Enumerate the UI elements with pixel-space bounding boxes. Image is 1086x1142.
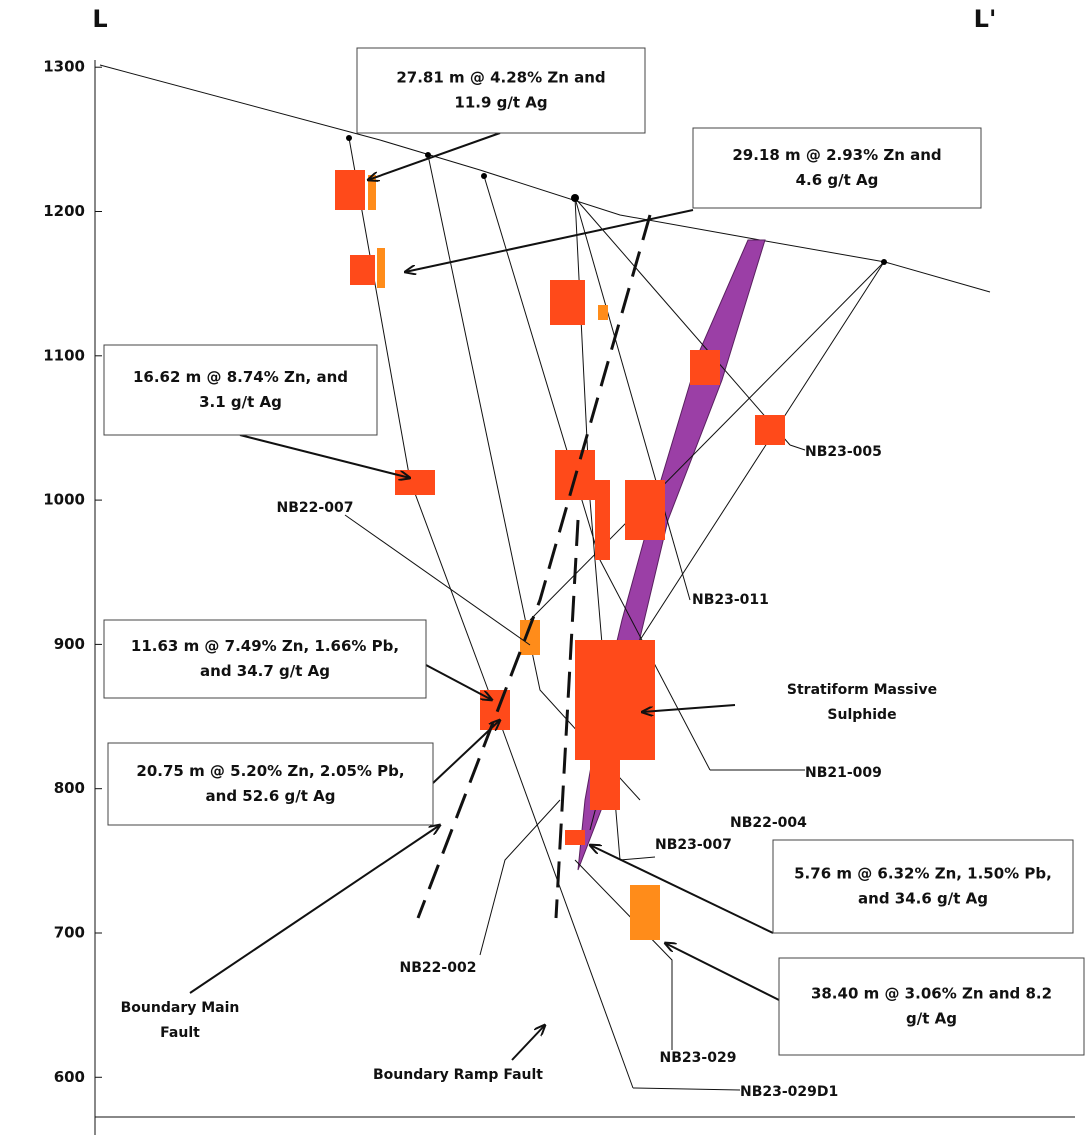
callout-text: 3.1 g/t Ag — [199, 393, 282, 411]
drill-holes — [346, 135, 887, 1089]
main-fault — [416, 214, 652, 919]
callout-box — [103, 619, 427, 699]
callout-box — [107, 742, 434, 826]
tick-label: 700 — [54, 923, 85, 941]
label: NB23-029 — [660, 1050, 737, 1066]
callout-text: 5.76 m @ 6.32% Zn, 1.50% Pb, — [794, 865, 1052, 883]
callout-text: 29.18 m @ 2.93% Zn and — [732, 146, 941, 164]
callout-text: 11.9 g/t Ag — [454, 94, 547, 112]
callout-text: 38.40 m @ 3.06% Zn and 8.2 — [811, 985, 1052, 1003]
callout-text: 27.81 m @ 4.28% Zn and — [396, 69, 605, 87]
label: Sulphide — [827, 707, 896, 723]
label: Stratiform Massive — [787, 682, 937, 698]
callout-text: and 34.6 g/t Ag — [858, 890, 988, 908]
tick-label: 600 — [54, 1068, 85, 1086]
tick-label: 1100 — [43, 346, 85, 364]
tick-label: 900 — [54, 635, 85, 653]
annotations: 27.81 m @ 4.28% Zn and 11.9 g/t Ag 29.18 m… — [103, 47, 1085, 1100]
elevation-axis: 1300 1200 1100 1000 900 800 700 600 — [43, 58, 102, 1086]
callout-box — [692, 127, 982, 209]
label: Boundary Main — [121, 1000, 240, 1016]
callout-box — [103, 344, 378, 436]
label: Fault — [160, 1025, 200, 1041]
section-right: L' — [974, 5, 997, 33]
label: NB23-011 — [692, 592, 769, 608]
label: NB22-004 — [730, 815, 807, 831]
label: NB23-029D1 — [740, 1084, 838, 1100]
callout-text: and 34.7 g/t Ag — [200, 662, 330, 680]
section-left: L — [92, 5, 107, 33]
callout-text: 4.6 g/t Ag — [796, 171, 879, 189]
tick-label: 1300 — [43, 58, 85, 76]
callout-text: and 52.6 g/t Ag — [206, 787, 336, 805]
label: NB23-007 — [655, 837, 732, 853]
tick-label: 800 — [54, 779, 85, 797]
label: NB23-005 — [805, 444, 882, 460]
callout-box — [778, 957, 1085, 1056]
label: NB22-007 — [277, 500, 354, 516]
callout-text: g/t Ag — [906, 1010, 957, 1028]
label: NB21-009 — [805, 765, 882, 781]
tick-label: 1200 — [43, 202, 85, 220]
intercepts — [335, 170, 785, 940]
callout-text: 20.75 m @ 5.20% Zn, 2.05% Pb, — [136, 762, 404, 780]
label: Boundary Ramp Fault — [373, 1067, 543, 1083]
callout-box — [356, 47, 646, 134]
tick-label: 1000 — [43, 491, 85, 509]
ramp-fault — [554, 519, 580, 919]
callout-text: 16.62 m @ 8.74% Zn, and — [133, 368, 348, 386]
callout-text: 11.63 m @ 7.49% Zn, 1.66% Pb, — [131, 637, 399, 655]
leaders — [189, 132, 806, 1091]
callout-box — [772, 839, 1074, 934]
label: NB22-002 — [400, 960, 477, 976]
